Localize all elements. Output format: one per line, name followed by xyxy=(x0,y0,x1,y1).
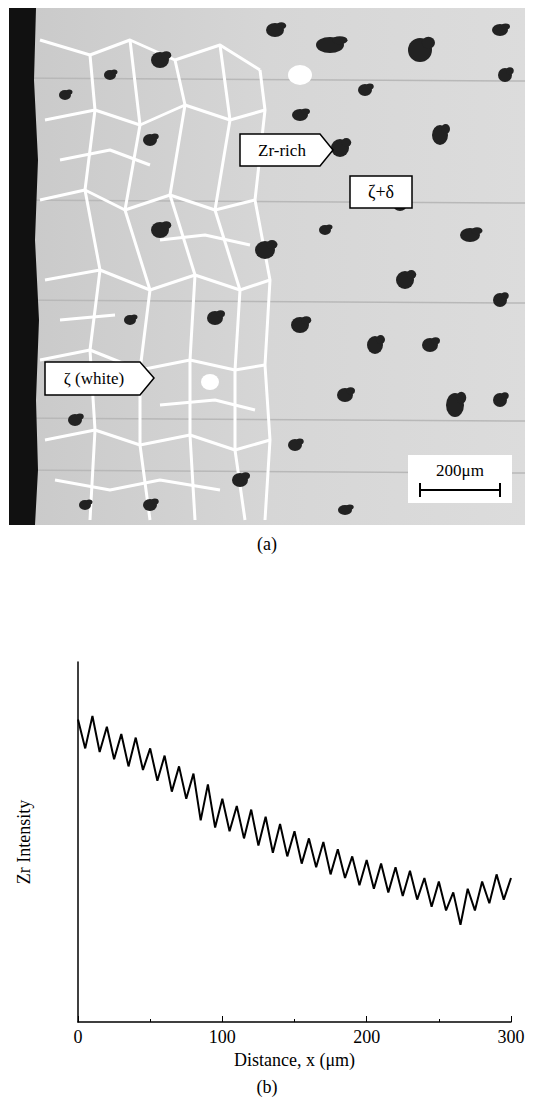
svg-text:Zr Intensity: Zr Intensity xyxy=(14,800,34,884)
html-text:(b): (b) xyxy=(256,1077,278,1097)
svg-text:ζ (white): ζ (white) xyxy=(64,369,124,388)
svg-text:300: 300 xyxy=(498,1027,525,1047)
svg-text:200: 200 xyxy=(353,1027,380,1047)
html-text:(a): (a) xyxy=(257,534,277,554)
svg-text:Zr-rich: Zr-rich xyxy=(258,141,306,160)
svg-text:200μm: 200μm xyxy=(436,461,484,480)
svg-text:100: 100 xyxy=(209,1027,236,1047)
svg-text:ζ+δ: ζ+δ xyxy=(368,182,394,202)
svg-text:0: 0 xyxy=(74,1027,83,1047)
svg-text:Distance, x (μm): Distance, x (μm) xyxy=(234,1050,355,1071)
